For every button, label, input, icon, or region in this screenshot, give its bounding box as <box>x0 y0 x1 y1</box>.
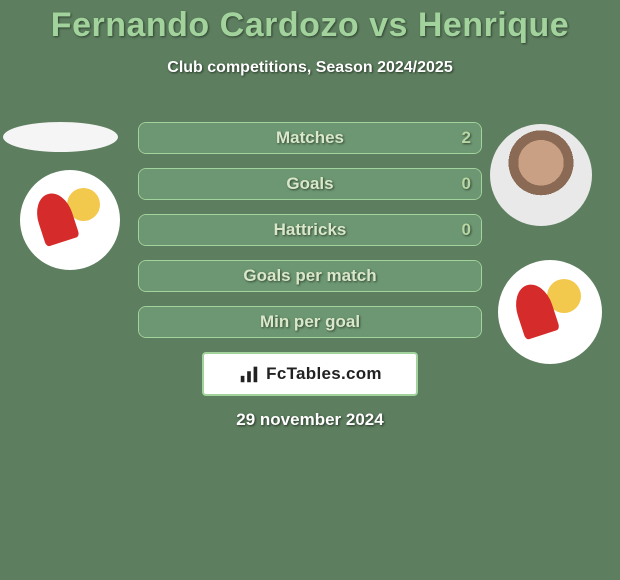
stat-row: Goals per match <box>138 260 482 292</box>
comparison-title: Fernando Cardozo vs Henrique <box>0 0 620 45</box>
cricket-club-icon <box>34 184 106 256</box>
stat-label: Goals per match <box>139 261 481 291</box>
player1-avatar <box>3 122 118 152</box>
stat-value-right: 0 <box>462 215 471 245</box>
cricket-club-icon <box>513 275 588 350</box>
stat-row: Goals0 <box>138 168 482 200</box>
player1-club-badge <box>20 170 120 270</box>
stat-value-right: 0 <box>462 169 471 199</box>
snapshot-date: 29 november 2024 <box>0 410 620 430</box>
player2-avatar <box>490 124 592 226</box>
stats-panel: Matches2Goals0Hattricks0Goals per matchM… <box>138 122 482 352</box>
player2-face-icon <box>490 124 592 226</box>
stat-label: Hattricks <box>139 215 481 245</box>
stat-label: Goals <box>139 169 481 199</box>
stat-label: Min per goal <box>139 307 481 337</box>
stat-label: Matches <box>139 123 481 153</box>
brand-box: FcTables.com <box>202 352 418 396</box>
brand-text: FcTables.com <box>266 364 382 384</box>
stat-value-right: 2 <box>462 123 471 153</box>
stat-row: Hattricks0 <box>138 214 482 246</box>
stat-row: Min per goal <box>138 306 482 338</box>
stat-row: Matches2 <box>138 122 482 154</box>
comparison-subtitle: Club competitions, Season 2024/2025 <box>0 59 620 77</box>
player2-club-badge <box>498 260 602 364</box>
bar-chart-icon <box>238 363 260 385</box>
